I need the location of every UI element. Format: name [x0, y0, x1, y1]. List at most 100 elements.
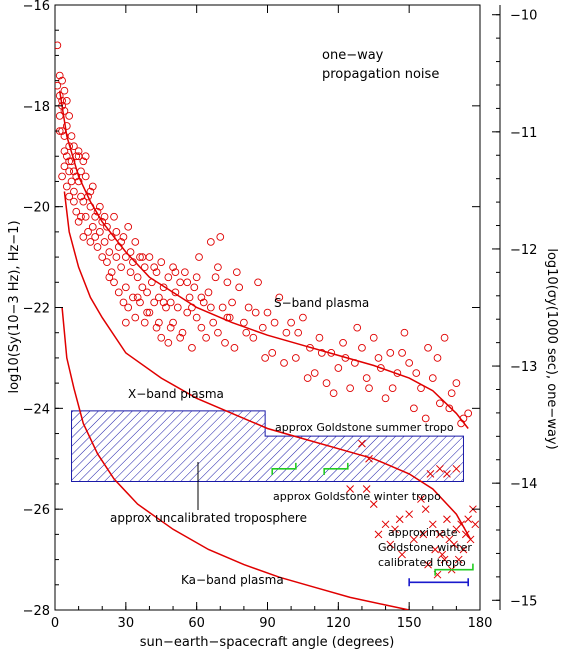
- data-point-circle: [346, 384, 354, 393]
- data-point-circle: [72, 152, 81, 161]
- data-point-circle: [121, 283, 130, 292]
- data-point-circle: [457, 419, 465, 428]
- data-point-circle: [110, 278, 118, 287]
- data-point-circle: [317, 349, 326, 357]
- right-tick-label: −12: [510, 243, 537, 258]
- y-tick-label: −28: [23, 604, 50, 619]
- data-point-circle: [67, 157, 76, 166]
- data-point-circle: [428, 374, 437, 382]
- data-point-circle: [58, 96, 66, 105]
- data-point-circle: [306, 343, 314, 352]
- data-point-circle: [358, 343, 366, 352]
- data-point-circle: [258, 323, 267, 332]
- data-point-circle: [129, 293, 137, 302]
- x-tick-label: 60: [188, 616, 205, 631]
- data-point-circle: [88, 222, 97, 231]
- data-point-circle: [60, 107, 69, 115]
- data-point-circle: [114, 288, 123, 297]
- data-point-circle: [96, 202, 104, 211]
- data-point-circle: [107, 233, 116, 241]
- data-point-circle: [254, 278, 262, 287]
- data-point-circle: [124, 222, 133, 231]
- tropo-region-layer: [71, 410, 464, 482]
- data-point-circle: [240, 318, 248, 327]
- annotation-winter-tropo: approx Goldstone winter tropo: [273, 490, 441, 503]
- y-tick-label: −24: [23, 402, 50, 417]
- data-point-circle: [117, 263, 125, 272]
- data-point-circle: [386, 349, 395, 357]
- data-point-circle: [287, 318, 295, 327]
- data-point-circle: [351, 359, 359, 367]
- data-point-circle: [150, 298, 159, 307]
- data-point-circle: [55, 71, 64, 80]
- annotation-goldstone-winter: Goldstone winter: [378, 541, 472, 554]
- data-point-circle: [157, 333, 166, 342]
- data-point-circle: [214, 328, 222, 337]
- data-point-circle: [421, 414, 430, 423]
- data-point-circle: [376, 364, 385, 372]
- data-point-circle: [268, 349, 277, 357]
- data-point-circle: [81, 212, 90, 221]
- data-point-circle: [235, 283, 244, 292]
- data-point-circle: [72, 207, 81, 216]
- data-point-circle: [55, 91, 64, 100]
- data-point-circle: [192, 313, 201, 322]
- data-point-circle: [143, 308, 151, 317]
- data-point-circle: [121, 253, 130, 261]
- data-point-circle: [136, 298, 144, 307]
- data-point-x: [405, 510, 414, 519]
- data-point-circle: [263, 308, 272, 317]
- data-point-circle: [159, 283, 168, 292]
- data-point-circle: [400, 328, 409, 337]
- data-point-circle: [188, 343, 196, 352]
- data-point-circle: [74, 177, 83, 186]
- data-point-circle: [329, 389, 338, 398]
- data-point-circle: [176, 333, 184, 342]
- data-point-x: [346, 485, 354, 493]
- data-point-circle: [166, 298, 175, 307]
- data-point-circle: [209, 318, 218, 327]
- data-point-circle: [124, 303, 133, 312]
- x-tick-label: 180: [468, 616, 493, 631]
- data-point-circle: [178, 328, 187, 337]
- calibrated-range-bar: [408, 578, 469, 587]
- uncalibrated-tropo-region: [71, 410, 464, 482]
- data-point-x: [459, 545, 468, 554]
- data-point-circle: [195, 253, 203, 261]
- data-point-circle: [143, 288, 151, 297]
- data-point-circle: [251, 308, 260, 317]
- data-point-circle: [112, 253, 121, 261]
- data-point-circle: [138, 253, 147, 261]
- data-point-circle: [70, 187, 78, 196]
- data-point-x: [374, 530, 383, 539]
- data-point-x: [395, 515, 404, 524]
- data-point-x: [369, 500, 378, 508]
- y-tick-label: −22: [23, 302, 50, 317]
- plasma-curve-0: [58, 90, 469, 429]
- data-point-circle: [398, 349, 406, 357]
- data-point-circle: [103, 258, 111, 266]
- data-point-circle: [157, 258, 166, 266]
- data-point-circle: [183, 278, 192, 287]
- data-point-circle: [436, 399, 444, 408]
- data-point-circle: [183, 308, 192, 317]
- data-point-circle: [206, 238, 215, 246]
- data-point-circle: [204, 288, 213, 297]
- data-point-circle: [452, 379, 461, 387]
- annotation-one-way: one−way: [322, 48, 384, 63]
- data-point-circle: [275, 293, 284, 302]
- data-point-x: [436, 464, 444, 473]
- data-point-x: [450, 540, 458, 549]
- data-point-circle: [310, 369, 319, 377]
- data-point-circle: [131, 238, 140, 246]
- data-point-circle: [464, 409, 473, 418]
- data-point-circle: [140, 318, 149, 327]
- annotation-uncalibrated: approx uncalibrated troposphere: [110, 511, 307, 525]
- data-point-circle: [77, 212, 85, 221]
- data-point-x: [421, 505, 430, 514]
- data-point-circle: [65, 192, 74, 201]
- x-tick-label: 150: [397, 616, 422, 631]
- data-point-circle: [126, 248, 135, 256]
- data-point-circle: [188, 303, 196, 312]
- data-point-circle: [74, 147, 83, 156]
